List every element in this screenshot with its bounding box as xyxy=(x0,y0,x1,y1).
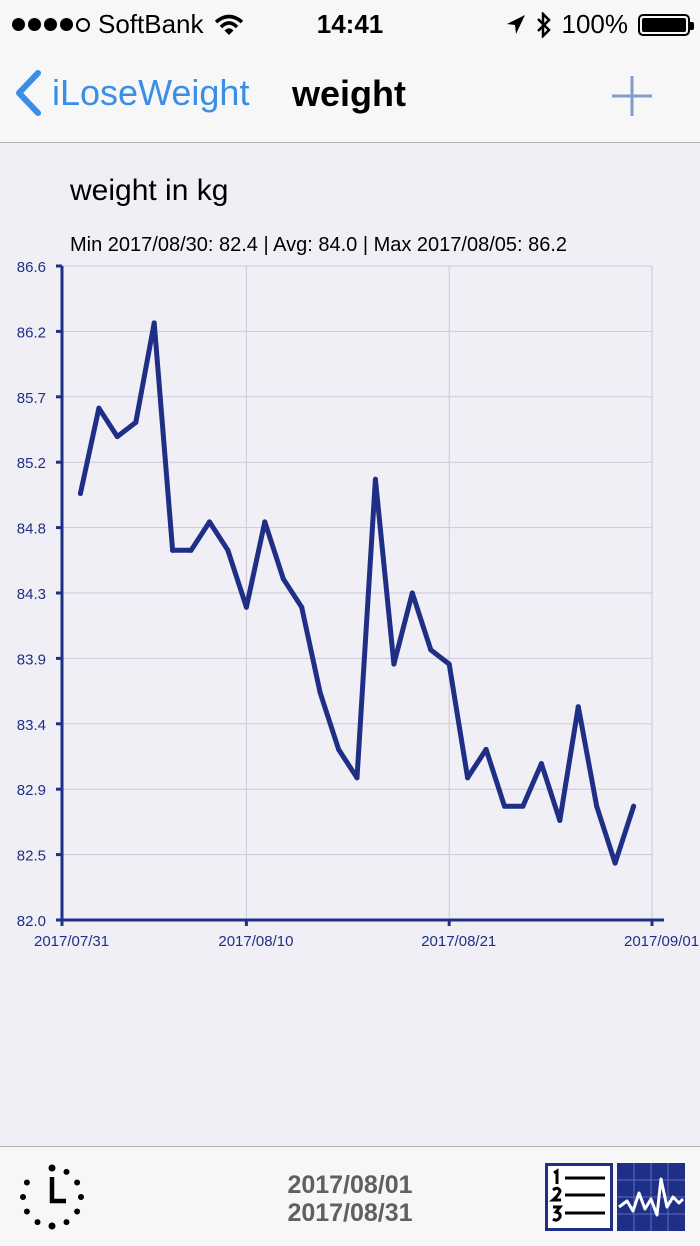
x-tick-label: 2017/07/31 xyxy=(34,933,109,950)
bluetooth-icon xyxy=(536,11,551,38)
data-point xyxy=(520,803,526,809)
data-point xyxy=(114,434,120,440)
date-range-from: 2017/08/01 xyxy=(287,1171,413,1199)
data-point xyxy=(354,775,360,781)
y-tick-label: 85.2 xyxy=(17,455,46,472)
data-point xyxy=(299,604,305,610)
y-tick-label: 86.2 xyxy=(17,324,46,341)
data-point xyxy=(612,860,618,866)
data-point xyxy=(594,803,600,809)
data-point xyxy=(151,320,157,326)
page-title: weight xyxy=(292,73,406,114)
data-point xyxy=(502,803,507,809)
data-point xyxy=(391,661,397,667)
battery-icon xyxy=(638,13,694,36)
status-bar: SoftBank 14:41 100% xyxy=(0,0,700,48)
data-point xyxy=(631,803,637,809)
date-range-to: 2017/08/31 xyxy=(287,1199,413,1227)
weight-stats: Min 2017/08/30: 82.4 | Avg: 84.0 | Max 2… xyxy=(70,234,568,256)
x-tick-label: 2017/09/01 xyxy=(624,933,699,950)
data-point xyxy=(372,476,378,482)
x-tick-label: 2017/08/10 xyxy=(218,933,293,950)
data-point xyxy=(77,490,83,496)
chart-title: weight in kg xyxy=(70,174,229,207)
data-point xyxy=(133,419,139,425)
data-point xyxy=(96,405,102,411)
y-tick-label: 82.5 xyxy=(17,848,46,865)
data-point xyxy=(280,576,286,582)
chevron-left-icon xyxy=(16,70,41,116)
battery-percentage: 100% xyxy=(561,9,629,39)
y-tick-label: 82.0 xyxy=(17,913,46,930)
numbered-list-icon[interactable] xyxy=(545,1163,613,1231)
bottom-toolbar: 2017/08/01 2017/08/31 xyxy=(0,1146,700,1246)
date-range: 2017/08/01 2017/08/31 xyxy=(0,1171,700,1227)
data-point xyxy=(409,590,415,596)
data-point xyxy=(262,519,268,525)
y-tick-label: 82.9 xyxy=(17,782,46,799)
data-point xyxy=(336,746,342,752)
data-point xyxy=(575,704,581,710)
y-tick-label: 83.9 xyxy=(17,651,46,668)
data-point xyxy=(170,547,176,553)
data-point xyxy=(207,519,212,525)
x-tick-label: 2017/08/21 xyxy=(421,933,496,950)
y-tick-label: 86.6 xyxy=(17,259,46,276)
y-tick-label: 84.3 xyxy=(17,586,46,603)
data-point xyxy=(538,761,544,767)
line-graph-icon[interactable] xyxy=(617,1163,685,1231)
y-tick-label: 84.8 xyxy=(17,521,46,538)
data-point xyxy=(557,817,563,823)
data-point xyxy=(188,547,194,553)
signal-strength-icon xyxy=(12,17,90,32)
location-arrow-icon xyxy=(506,14,525,34)
plus-icon[interactable] xyxy=(610,74,654,118)
back-button[interactable]: iLoseWeight xyxy=(14,70,249,116)
back-button-label: iLoseWeight xyxy=(52,72,250,113)
wifi-icon xyxy=(214,14,243,35)
data-point xyxy=(243,604,249,610)
status-left: SoftBank xyxy=(12,9,244,40)
data-point xyxy=(446,661,452,667)
y-tick-label: 85.7 xyxy=(17,390,46,407)
data-point xyxy=(465,775,471,781)
y-tick-label: 83.4 xyxy=(17,717,46,734)
data-point xyxy=(317,690,323,696)
data-point xyxy=(483,746,489,752)
status-right: 100% xyxy=(506,9,694,40)
navigation-bar: iLoseWeight weight xyxy=(0,48,700,143)
data-point xyxy=(428,647,434,653)
weight-chart: 86.6 86.2 85.7 85.2 84.8 84.3 83.9 83.4 82.9 82.5… xyxy=(17,259,699,950)
data-point xyxy=(225,547,231,553)
carrier-name: SoftBank xyxy=(98,9,204,39)
clock-icon[interactable] xyxy=(18,1163,86,1231)
status-time: 14:41 xyxy=(316,9,384,39)
